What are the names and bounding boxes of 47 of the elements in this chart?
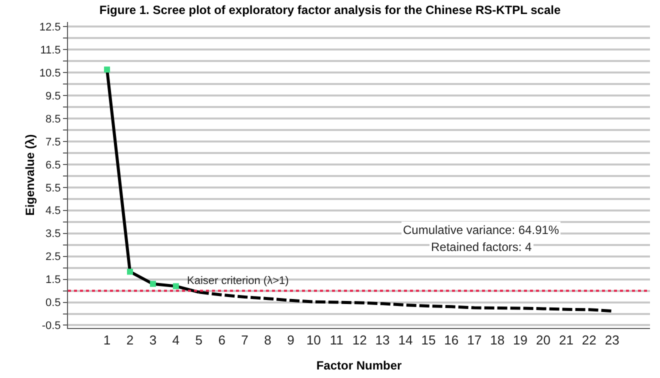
y-tick-label: -0.5 [42,320,61,332]
y-tick-label: 10.5 [39,67,61,80]
annotation: Cumulative variance: 64.91% [403,223,560,237]
x-tick-label: 8 [264,332,272,348]
y-tick-label: 9.5 [46,90,61,102]
y-tick-label: 1.5 [46,274,61,286]
x-tick-label: 9 [287,332,294,348]
chart-title: Figure 1. Scree plot of exploratory factor analysis for the Chinese RS-KTPL scale [99,3,561,18]
x-tick-label: 22 [582,332,596,348]
x-tick-label: 7 [241,332,248,348]
x-tick-label: 15 [421,332,436,348]
x-tick-label: 16 [444,332,459,348]
x-tick-label: 11 [330,332,344,348]
x-tick-label: 1 [103,332,111,348]
x-tick-label: 10 [306,332,321,348]
x-tick-label: 19 [513,332,528,348]
x-tick-label: 13 [375,332,390,348]
y-tick-label: 6.5 [46,159,61,172]
y-tick-label: 11.5 [40,44,61,56]
x-axis-title: Factor Number [316,358,402,372]
y-axis-title: Eigenvalue (λ) [23,134,37,216]
point [104,66,110,73]
x-tick-label: 4 [172,332,180,348]
y-tick-label: 4.5 [46,205,61,218]
y-tick-label: 8.5 [46,113,61,126]
y-tick-label: 0.5 [46,297,61,310]
x-tick-label: 23 [604,332,620,348]
x-tick-label: 2 [126,332,134,348]
annotation: Retained factors: 4 [431,240,532,254]
x-tick-label: 17 [467,332,482,348]
y-tick-label: 7.5 [46,136,61,148]
x-tick-label: 3 [149,332,157,348]
point [126,268,133,275]
x-tick-label: 6 [218,332,226,348]
y-tick-label: 3.5 [46,228,61,240]
x-tick-label: 14 [398,332,413,348]
x-tick-label: 18 [490,332,505,348]
x-tick-label: 20 [536,332,550,348]
ref-line-label: Kaiser criterion (λ>1) [187,275,289,287]
y-tick-label: 2.5 [46,251,61,264]
x-tick-label: 12 [352,332,367,348]
y-tick-label: 12.5 [39,21,61,34]
point [172,283,179,290]
point [150,280,156,287]
x-tick-label: 5 [195,332,202,348]
x-tick-label: 21 [558,332,574,348]
y-tick-label: 5.5 [46,182,61,194]
